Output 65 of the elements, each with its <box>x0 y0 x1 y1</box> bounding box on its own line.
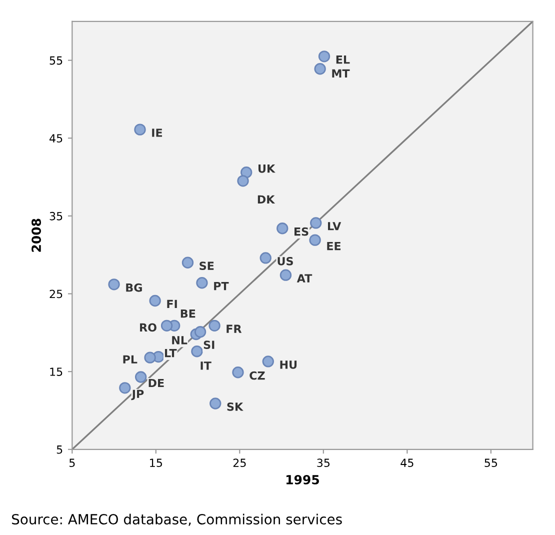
x-tick-label: 5 <box>69 458 75 468</box>
annotation: NL <box>172 336 188 344</box>
x-axis-title: 1995 <box>286 474 319 484</box>
annotation: EE <box>327 242 341 250</box>
point <box>262 356 274 368</box>
annotation: ES <box>294 227 308 236</box>
annotation: SI <box>204 340 214 350</box>
annotation: PT <box>214 282 229 290</box>
annotation: DK <box>258 195 276 204</box>
point <box>232 366 244 378</box>
annotation: HU <box>280 360 297 369</box>
point <box>182 256 194 268</box>
annotation: BE <box>180 310 196 318</box>
y-tick-label: 55 <box>50 56 62 65</box>
point <box>134 124 146 136</box>
annotation: DE <box>148 378 164 388</box>
y-axis-title: 2008 <box>32 218 42 252</box>
point <box>280 269 292 281</box>
point <box>309 234 321 246</box>
point <box>191 346 203 358</box>
point <box>194 326 206 338</box>
annotation: RO <box>140 323 156 332</box>
annotation: AT <box>296 274 312 282</box>
point <box>119 382 131 394</box>
x-tick-label: 45 <box>400 458 414 468</box>
point <box>196 277 208 289</box>
y-tick-label: 5 <box>56 446 62 454</box>
x-tick-label: 15 <box>150 458 162 468</box>
annotation: SK <box>227 402 244 411</box>
y-tick-label: 35 <box>50 212 62 220</box>
annotation: UK <box>258 164 276 173</box>
point <box>237 175 249 187</box>
point <box>210 398 222 410</box>
point <box>134 371 147 383</box>
annotation: JP <box>131 390 144 400</box>
annotation: MT <box>332 69 350 78</box>
point <box>276 222 288 234</box>
y-tick-label: 45 <box>50 134 62 143</box>
point <box>149 294 161 307</box>
y-tick-label: 25 <box>50 290 62 298</box>
point <box>108 278 120 290</box>
x-tick-label: 35 <box>317 458 330 468</box>
annotation: EL <box>336 56 350 64</box>
source-note: Source: AMECO database, Commission services <box>12 514 342 526</box>
annotation: SE <box>200 262 214 270</box>
annotation: LT <box>164 348 177 358</box>
annotation: PL <box>123 355 138 364</box>
point <box>310 217 322 229</box>
point <box>160 320 173 332</box>
annotation: IT <box>200 362 212 370</box>
point <box>314 63 326 75</box>
point <box>318 50 330 62</box>
annotation: IE <box>152 128 162 137</box>
x-tick-label: 25 <box>233 458 246 468</box>
point <box>208 320 220 332</box>
y-tick-label: 15 <box>50 368 62 376</box>
x-tick-label: 55 <box>484 458 498 468</box>
annotation: US <box>278 256 293 266</box>
annotation: BG <box>126 283 142 292</box>
annotation: LV <box>328 222 342 230</box>
annotation: FR <box>226 324 242 333</box>
point <box>144 352 156 364</box>
annotation: FI <box>167 300 177 308</box>
annotation: CZ <box>250 371 265 380</box>
point <box>260 252 272 264</box>
